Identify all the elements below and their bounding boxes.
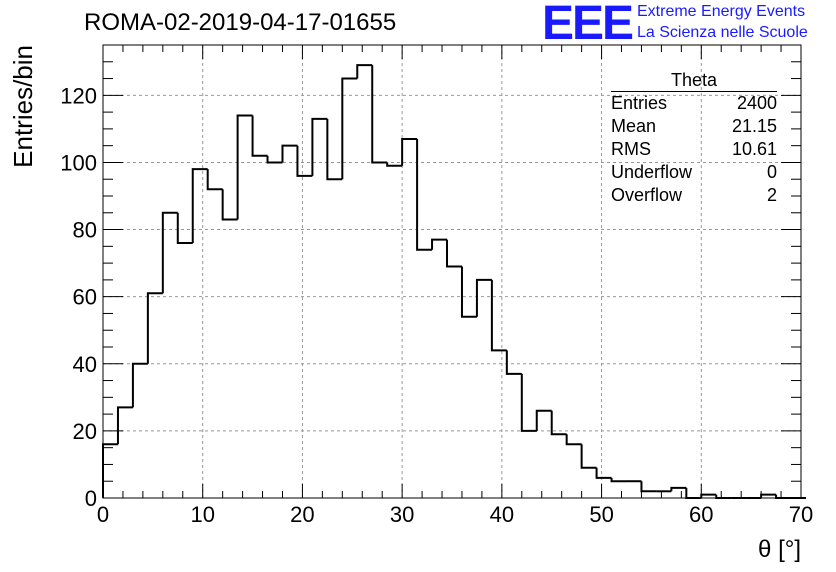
- x-tick-label: 50: [589, 502, 613, 527]
- histogram-bin: [356, 64, 373, 79]
- x-tick-label: 60: [689, 502, 713, 527]
- histogram-bin: [670, 486, 687, 492]
- logo-caption-line2: La Scienza nelle Scuole: [637, 24, 808, 41]
- histogram-bin: [685, 487, 702, 499]
- histogram-bin: [475, 278, 492, 317]
- y-tick-label: 40: [73, 352, 97, 377]
- histogram-bin: [700, 493, 717, 498]
- logo-caption-line1: Extreme Energy Events: [637, 3, 806, 20]
- eee-logo: EEE: [542, 0, 634, 50]
- y-tick-label: 20: [73, 419, 97, 444]
- grid-lines: [103, 45, 801, 498]
- stats-value: 21.15: [731, 116, 777, 136]
- histogram-bin: [775, 494, 792, 499]
- stats-label: Underflow: [611, 162, 693, 182]
- histogram-bin: [161, 211, 178, 294]
- x-tick-label: 20: [290, 502, 314, 527]
- histogram-bin: [715, 494, 732, 499]
- stats-value: 2: [766, 185, 777, 205]
- histogram-bin: [281, 144, 298, 163]
- histogram-bin: [505, 350, 522, 375]
- histogram-bin: [595, 467, 612, 479]
- stats-title: Theta: [611, 70, 777, 92]
- stats-label: RMS: [611, 139, 651, 159]
- histogram-bin: [311, 117, 328, 176]
- stats-label: Entries: [611, 93, 668, 113]
- histogram-bin: [116, 406, 133, 445]
- histogram-bin: [760, 493, 777, 498]
- x-tick-label: 70: [789, 502, 813, 527]
- y-tick-label: 120: [60, 83, 97, 108]
- stats-row-overflow: Overflow 2: [611, 184, 777, 207]
- stats-row-rms: RMS 10.61: [611, 138, 777, 161]
- x-axis-label: θ [°]: [758, 536, 801, 563]
- stats-value: 0: [766, 162, 777, 182]
- stats-value: 2400: [736, 93, 777, 113]
- histogram-bin: [266, 155, 283, 164]
- stats-value: 10.61: [731, 139, 777, 159]
- y-tick-label: 80: [73, 218, 97, 243]
- histogram-bin: [535, 409, 552, 431]
- histogram-bin: [490, 279, 507, 352]
- histogram-bin: [580, 444, 597, 469]
- histogram-series: [102, 64, 806, 499]
- histogram-bin: [251, 115, 268, 157]
- histogram-bin: [191, 168, 208, 243]
- stats-row-entries: Entries 2400: [611, 92, 777, 115]
- histogram-bin: [221, 189, 238, 221]
- x-tick-label: 40: [490, 502, 514, 527]
- histogram-bin: [640, 481, 657, 493]
- histogram-bin: [176, 212, 193, 244]
- histogram-bin: [131, 362, 148, 408]
- histogram-bin: [236, 114, 253, 220]
- y-tick-label: 100: [60, 150, 97, 175]
- histogram-bin: [416, 138, 433, 251]
- histogram-bin: [146, 292, 163, 364]
- histogram-bin: [326, 118, 343, 181]
- x-tick-label: 10: [190, 502, 214, 527]
- y-tick-label: 60: [73, 285, 97, 310]
- stats-row-mean: Mean 21.15: [611, 115, 777, 138]
- histogram-bin: [102, 443, 118, 498]
- histogram-bin: [610, 477, 627, 483]
- histogram-bin: [401, 137, 418, 166]
- histogram-bin: [386, 162, 403, 167]
- y-tick-labels: 0 20 40 60 80 100 120: [60, 83, 97, 511]
- histogram-bin: [520, 373, 537, 432]
- y-axis-label: Entries/bin: [8, 45, 38, 168]
- histogram-bin: [296, 145, 313, 177]
- plot-frame: [102, 44, 802, 499]
- x-tick-label: 0: [97, 502, 109, 527]
- x-tick-label: 30: [390, 502, 414, 527]
- histogram-bin: [460, 266, 477, 318]
- histogram-bin: [565, 434, 582, 446]
- page-title: ROMA-02-2019-04-17-01655: [84, 9, 397, 36]
- histogram-bin: [206, 169, 223, 191]
- stats-label: Mean: [611, 116, 657, 136]
- stats-box: Theta Entries 2400 Mean 21.15 RMS 10.61 …: [611, 70, 777, 207]
- histogram-bin: [341, 77, 358, 180]
- histogram-bin: [550, 410, 567, 436]
- histogram-bin: [371, 65, 388, 164]
- stats-row-underflow: Underflow 0: [611, 161, 777, 184]
- x-tick-labels: 0 10 20 30 40 50 60 70: [97, 502, 813, 527]
- histogram-bin: [446, 239, 462, 268]
- y-tick-label: 0: [85, 486, 97, 511]
- histogram-bin: [431, 238, 448, 250]
- stats-label: Overflow: [611, 185, 683, 205]
